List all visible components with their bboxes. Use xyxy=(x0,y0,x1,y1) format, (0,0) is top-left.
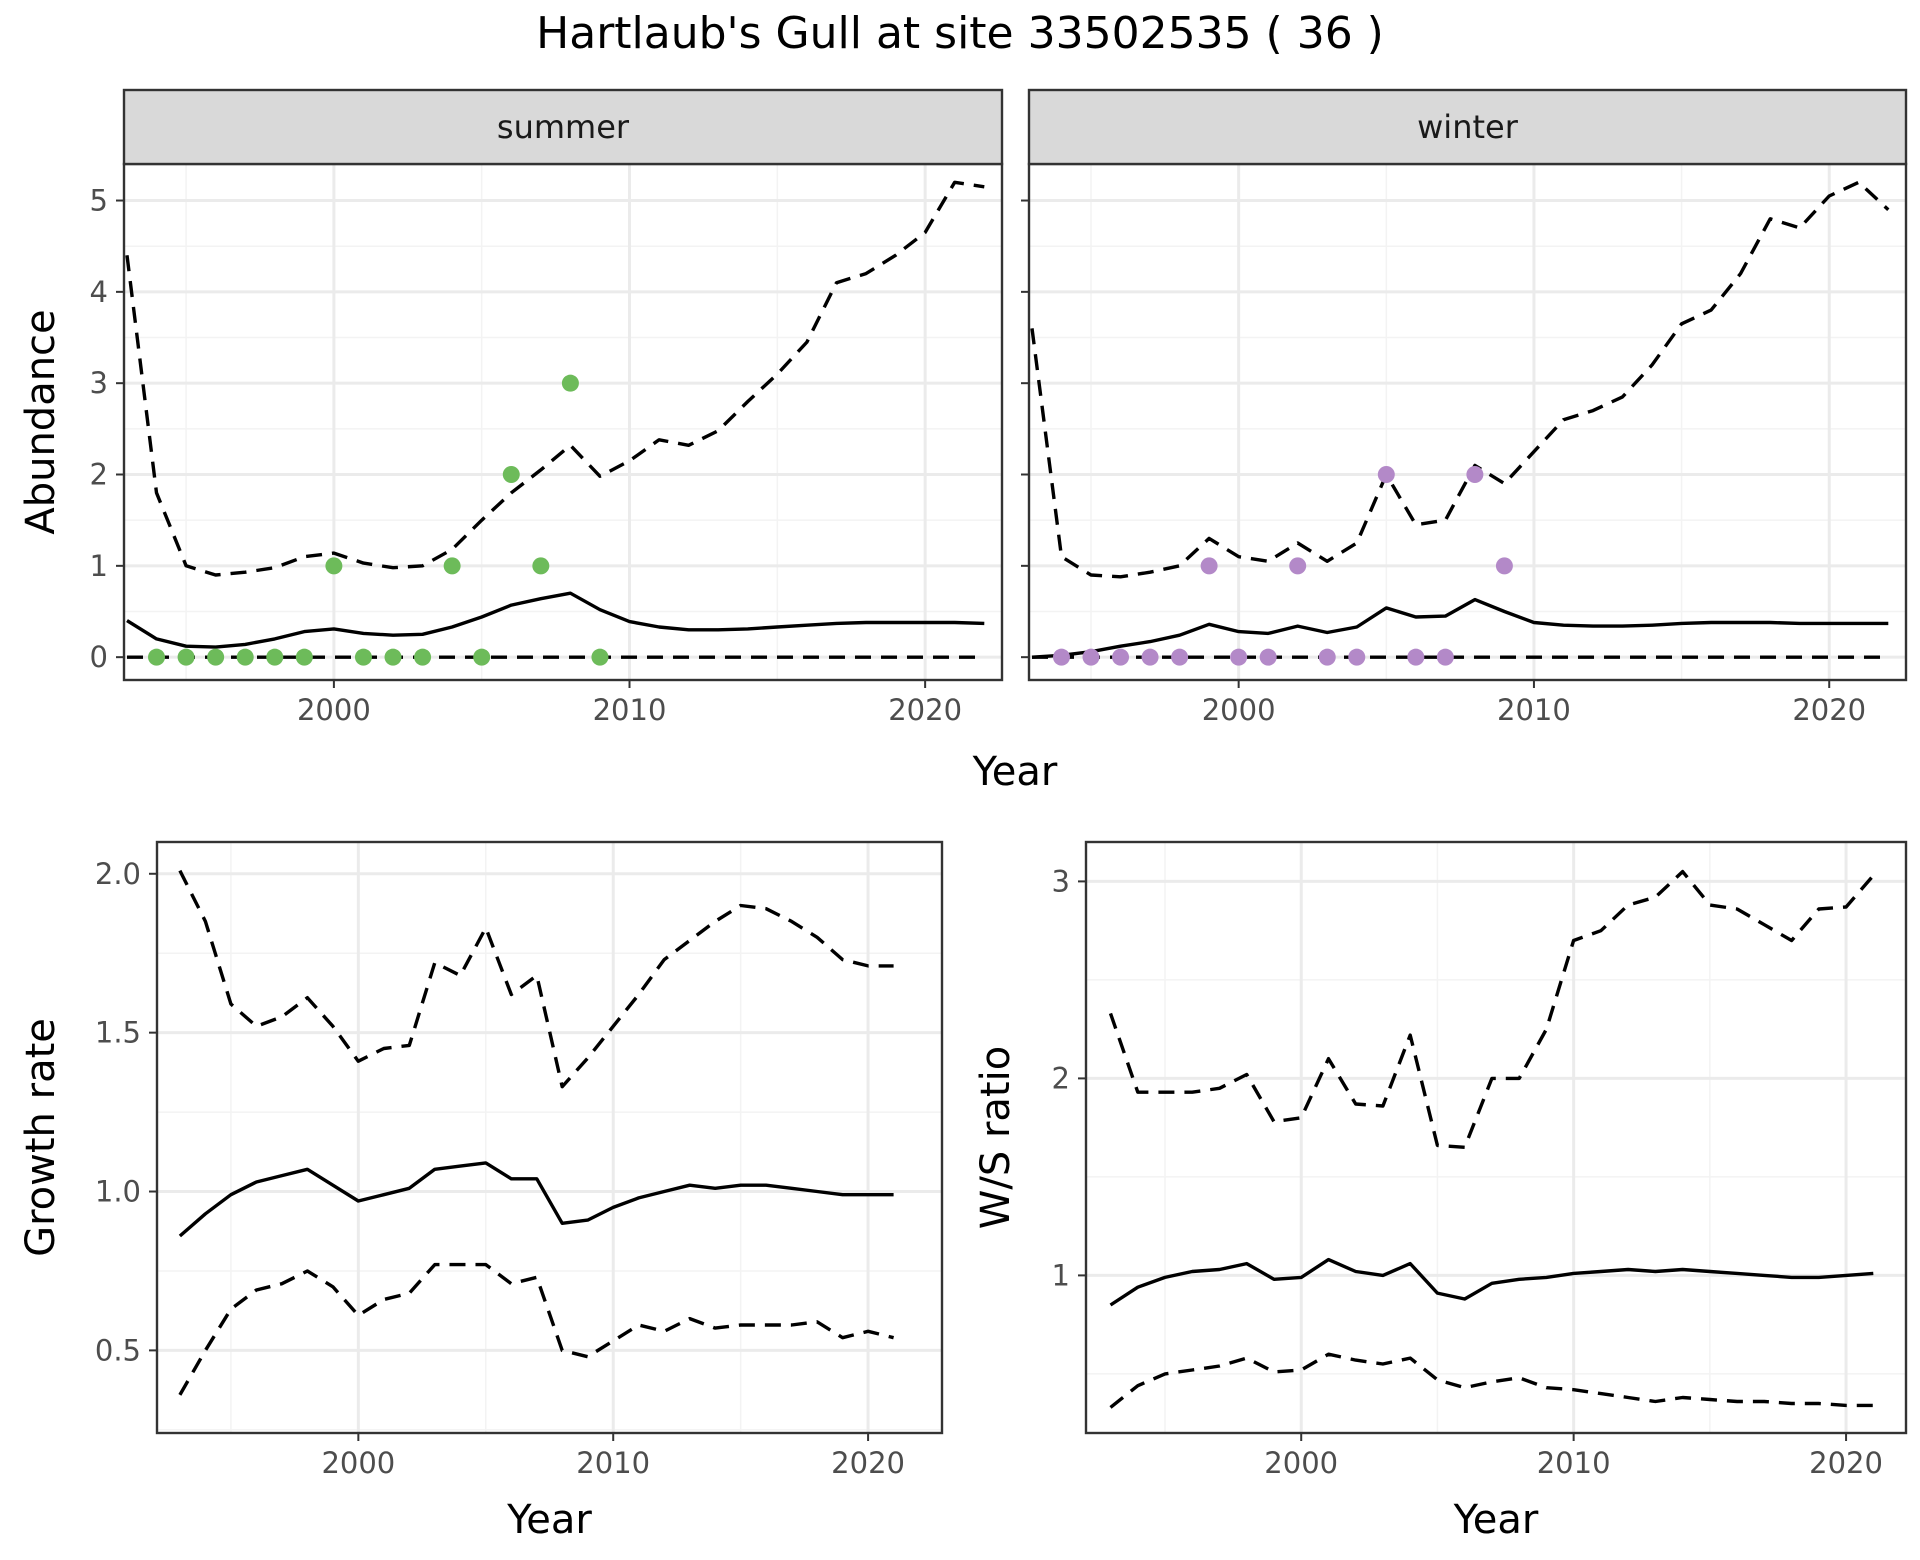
observation-point xyxy=(384,648,402,666)
observation-point xyxy=(325,557,343,575)
x-tick-label: 2020 xyxy=(1792,693,1866,727)
panel-ws-ratio: 2000 2010 2020 1 2 3 W/S ratio Year xyxy=(973,840,1908,1543)
interval-line-1 xyxy=(178,869,894,1089)
observation-point xyxy=(443,557,461,575)
x-tick-label: 2010 xyxy=(593,693,667,727)
facet-strip xyxy=(1029,90,1906,164)
facet-strip-label: winter xyxy=(1417,108,1519,146)
panels: summer 2000 2010 2020 0 1 2 3 4 5 Abundance winter 2… xyxy=(18,88,1908,1543)
y-axis-title: W/S ratio xyxy=(973,1046,1019,1229)
y-axis-title: Growth rate xyxy=(18,1018,64,1257)
panel-border xyxy=(1084,840,1908,1435)
observation-point xyxy=(148,648,166,666)
observation-point xyxy=(1230,648,1248,666)
y-tick-label: 3 xyxy=(1052,864,1070,898)
y-tick-label: 0 xyxy=(90,640,108,674)
observation-point xyxy=(1052,648,1070,666)
observation-point xyxy=(295,648,313,666)
y-tick-label: 5 xyxy=(90,184,108,218)
interval-line-2 xyxy=(1109,1352,1874,1409)
estimate-line-0 xyxy=(126,591,985,649)
x-tick-label: 2010 xyxy=(1497,693,1571,727)
x-tick-label: 2020 xyxy=(888,693,962,727)
observation-point xyxy=(1289,557,1307,575)
panel-summer: summer 2000 2010 2020 0 1 2 3 4 5 Abundance xyxy=(18,88,1004,727)
panel-winter: winter 2000 2010 2020 xyxy=(1021,88,1908,727)
y-tick-label: 2 xyxy=(90,458,108,492)
interval-line-1 xyxy=(1030,180,1890,579)
interval-line-1 xyxy=(125,180,985,577)
y-tick-label: 1.5 xyxy=(95,1016,141,1050)
panel-border xyxy=(122,162,1004,682)
facet-strip-border xyxy=(122,88,1004,166)
observation-point xyxy=(1318,648,1336,666)
x-tick-label: 2010 xyxy=(1537,1446,1611,1480)
panel-growth: 2000 2010 2020 0.5 1.0 1.5 2.0 Growth rate Year xyxy=(18,840,944,1543)
observation-point xyxy=(561,374,579,392)
observation-point xyxy=(1495,557,1513,575)
observation-point xyxy=(1141,648,1159,666)
observation-point xyxy=(177,648,195,666)
estimate-line-0 xyxy=(178,1161,894,1238)
x-axis-title: Year xyxy=(506,1497,592,1543)
estimate-line-0 xyxy=(1031,597,1889,659)
observation-point xyxy=(532,557,550,575)
observation-point xyxy=(1200,557,1218,575)
observation-point xyxy=(1112,648,1130,666)
facet-strip-label: summer xyxy=(497,108,630,146)
observation-point xyxy=(1436,648,1454,666)
facet-strip xyxy=(124,90,1002,164)
observation-point xyxy=(414,648,432,666)
y-tick-label: 4 xyxy=(90,275,108,309)
observation-point xyxy=(1171,648,1189,666)
y-tick-label: 1 xyxy=(1052,1258,1070,1292)
top-x-axis-title: Year xyxy=(972,749,1058,795)
x-axis-title: Year xyxy=(1453,1497,1539,1543)
interval-line-2 xyxy=(178,1262,895,1396)
panel-border xyxy=(155,840,944,1435)
x-tick-label: 2000 xyxy=(297,693,371,727)
observation-point xyxy=(591,648,609,666)
y-tick-label: 0.5 xyxy=(95,1333,141,1367)
observation-point xyxy=(473,648,491,666)
facet-strip-border xyxy=(1027,88,1908,166)
y-tick-label: 2 xyxy=(1052,1061,1070,1095)
chart-title: Hartlaub's Gull at site 33502535 ( 36 ) xyxy=(536,8,1384,59)
x-tick-label: 2000 xyxy=(321,1446,395,1480)
y-tick-label: 3 xyxy=(90,366,108,400)
y-tick-label: 1 xyxy=(90,549,108,583)
observation-point xyxy=(1348,648,1366,666)
observation-point xyxy=(1082,648,1100,666)
x-tick-label: 2000 xyxy=(1264,1446,1338,1480)
observation-point xyxy=(1407,648,1425,666)
observation-point xyxy=(1259,648,1277,666)
observation-point xyxy=(207,648,225,666)
x-tick-label: 2020 xyxy=(831,1446,905,1480)
x-tick-label: 2010 xyxy=(576,1446,650,1480)
observation-point xyxy=(354,648,372,666)
observation-point xyxy=(1377,466,1395,484)
observation-point xyxy=(1466,466,1484,484)
estimate-line-0 xyxy=(1109,1257,1874,1307)
observation-point xyxy=(502,466,520,484)
interval-line-1 xyxy=(1108,869,1875,1150)
y-axis-title: Abundance xyxy=(18,309,64,534)
observation-point xyxy=(266,648,284,666)
y-tick-label: 2.0 xyxy=(95,857,141,891)
observation-point xyxy=(236,648,254,666)
x-tick-label: 2020 xyxy=(1809,1446,1883,1480)
y-tick-label: 1.0 xyxy=(95,1175,141,1209)
x-tick-label: 2000 xyxy=(1202,693,1276,727)
